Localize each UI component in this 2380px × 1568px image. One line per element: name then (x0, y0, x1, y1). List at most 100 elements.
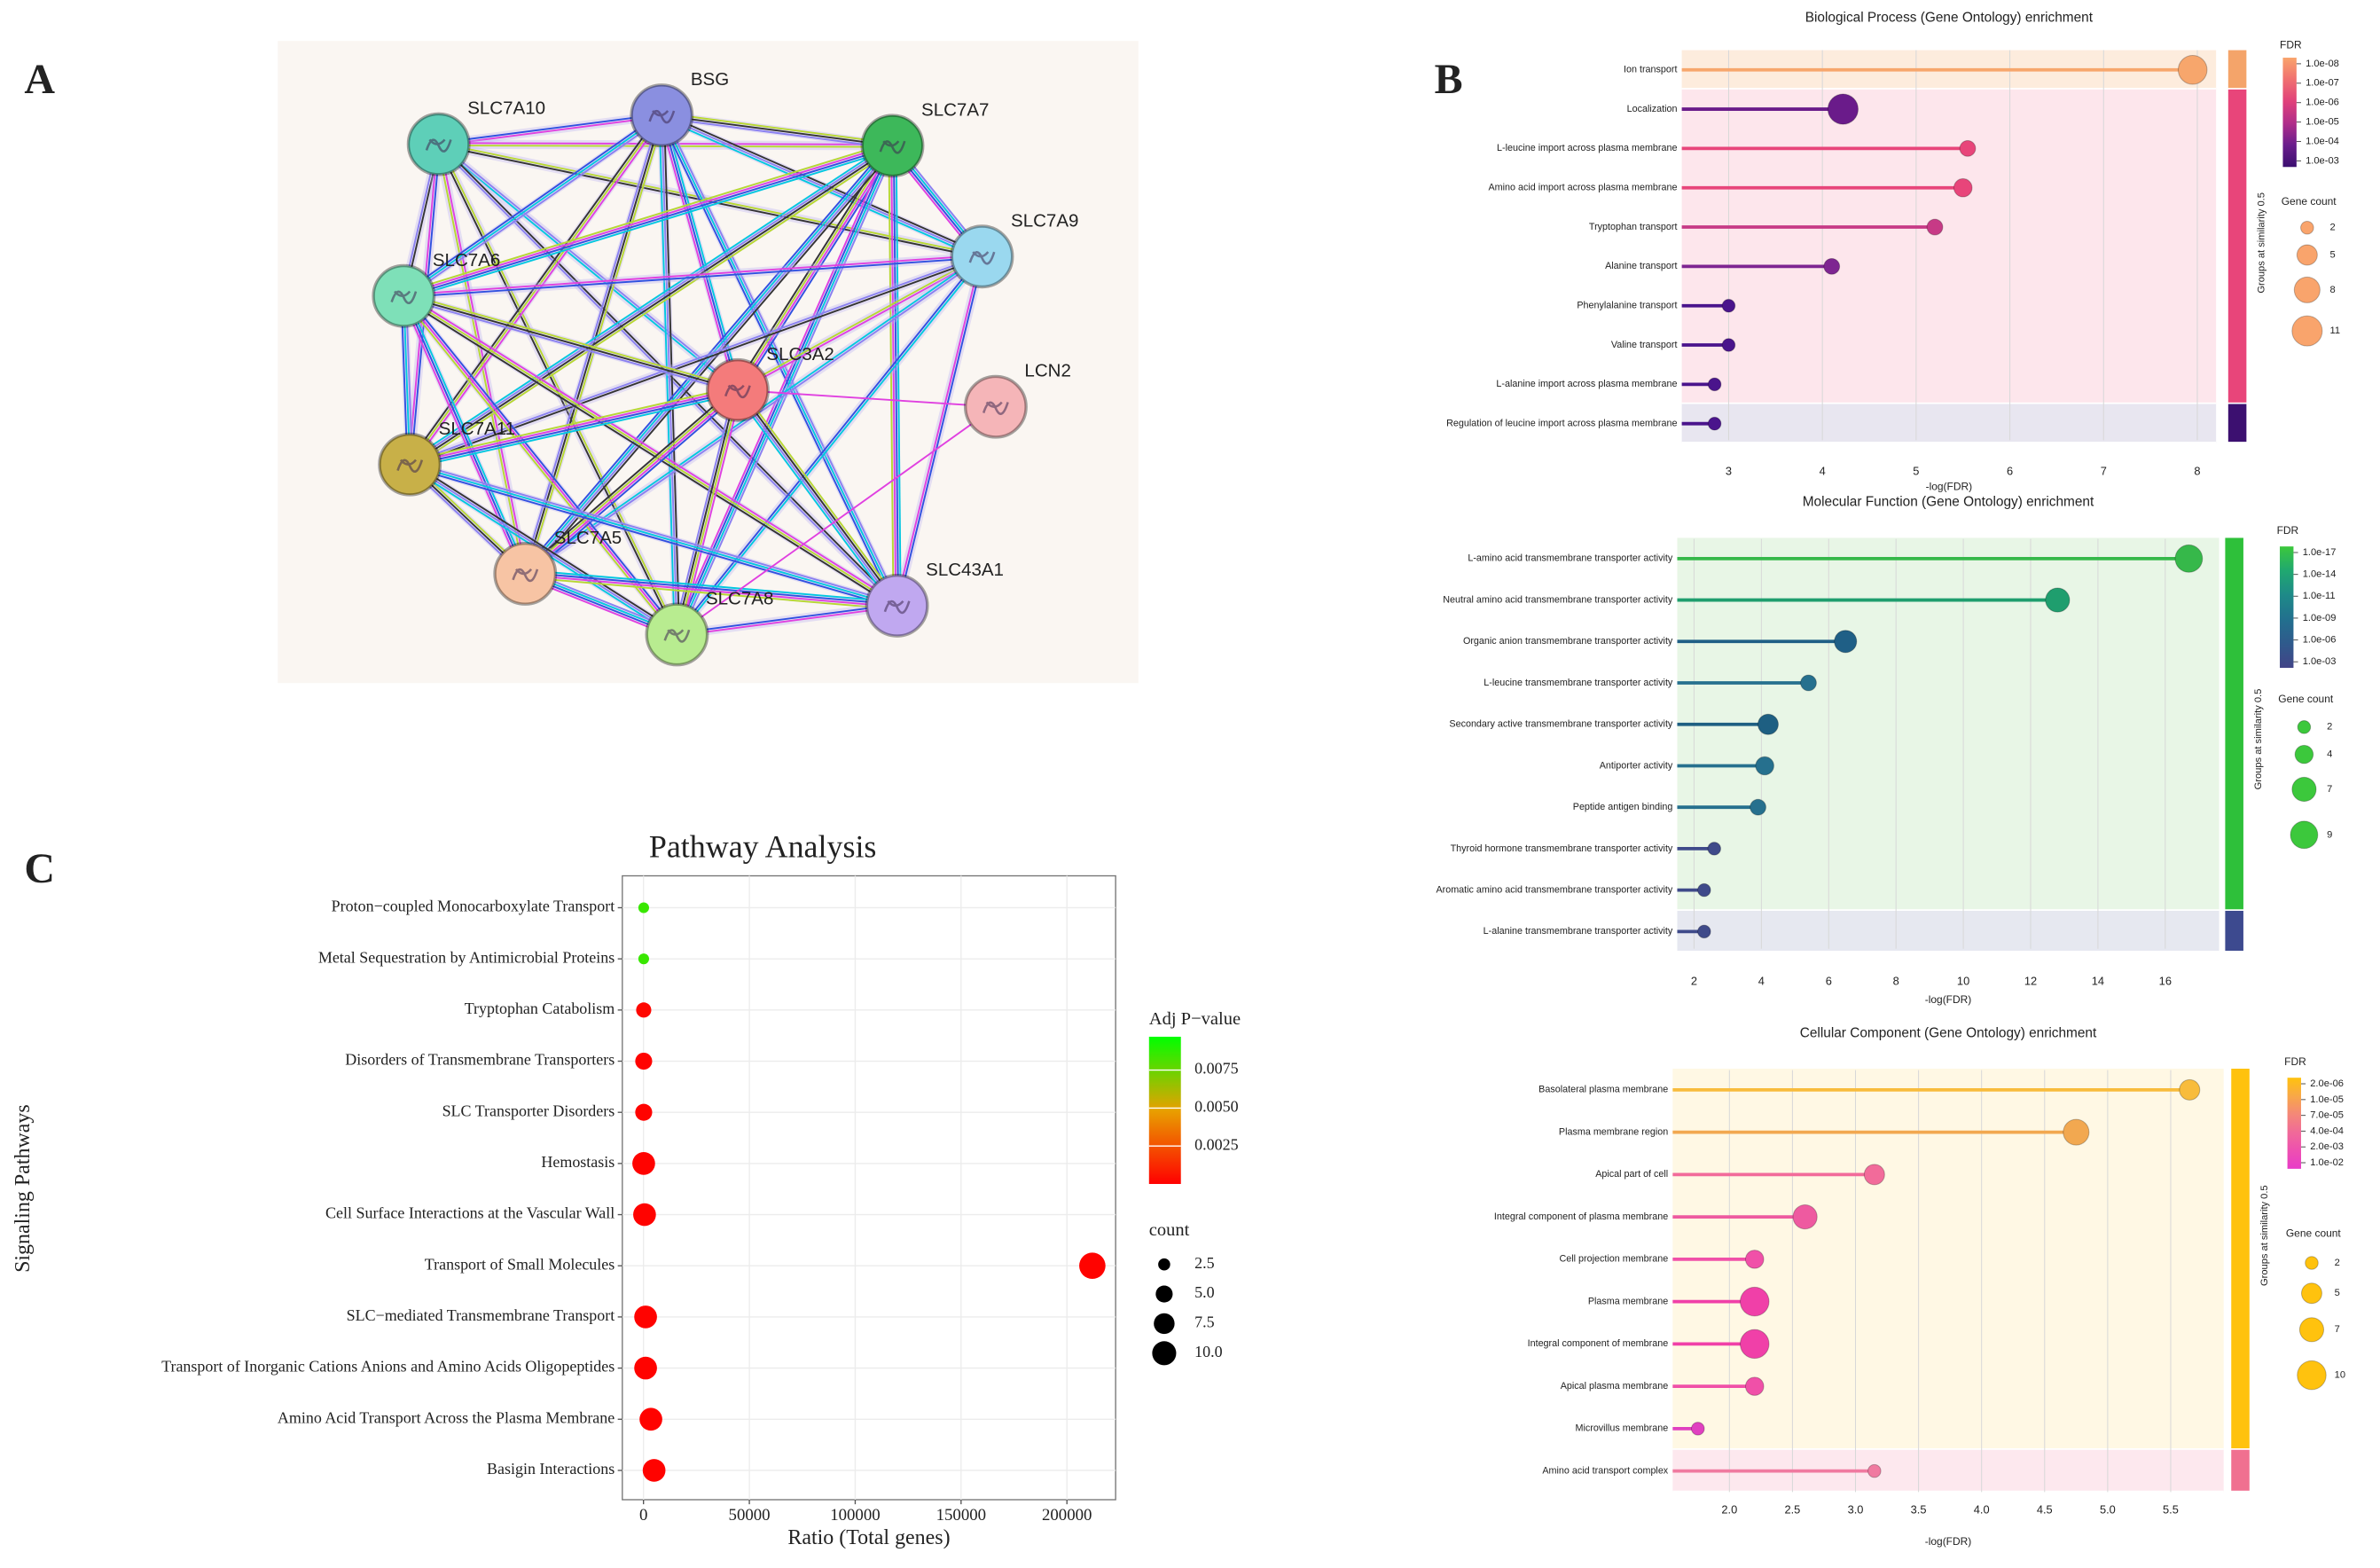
node-label: SLC3A2 (766, 344, 834, 365)
node-label: LCN2 (1024, 361, 1070, 381)
x-tick-label: 6 (2007, 465, 2013, 478)
category-label: Neutral amino acid transmembrane transpo… (1443, 594, 1673, 605)
edge (662, 112, 893, 145)
size-legend-label: 2 (2327, 722, 2332, 733)
x-tick-label: 100000 (830, 1506, 880, 1525)
group-band (1677, 910, 2220, 953)
category-label: Integral component of plasma membrane (1494, 1211, 1668, 1222)
dot (2177, 54, 2208, 85)
edge (661, 114, 739, 391)
category-label: Cell projection membrane (1560, 1254, 1669, 1265)
size-legend-label: 10.0 (1194, 1343, 1222, 1360)
node-structure (663, 629, 691, 643)
edge-halo (676, 600, 898, 639)
category-label: Apical part of cell (1595, 1169, 1668, 1180)
node-structure (425, 138, 452, 153)
edge (409, 255, 983, 465)
dot (2063, 1118, 2090, 1146)
category-label: Peptide antigen binding (1573, 802, 1673, 812)
node-label: BSG (691, 69, 729, 90)
size-legend-dot (2294, 744, 2314, 764)
node-label: SLC43A1 (926, 560, 1004, 580)
x-tick-label: 10 (1957, 975, 1969, 988)
dot (1926, 218, 1944, 236)
category-label: SLC Transporter Disorders (442, 1102, 615, 1119)
x-tick-label: 4 (1758, 975, 1765, 988)
category-label: Amino Acid Transport Across the Plasma M… (278, 1408, 615, 1426)
edge (411, 147, 896, 468)
category-label: Transport of Inorganic Cations Anions an… (161, 1358, 615, 1376)
size-legend-dot (2290, 820, 2319, 850)
x-tick-label: 5 (1913, 465, 1919, 478)
group-bar (2231, 1449, 2250, 1491)
edge (675, 389, 738, 635)
edge (737, 388, 996, 408)
legend-title: FDR (2277, 524, 2299, 537)
dot (638, 902, 649, 913)
edge (527, 392, 741, 577)
x-tick-label: 2.0 (1721, 1502, 1737, 1516)
colorbar-label: 1.0e-08 (2306, 59, 2339, 69)
category-label: Thyroid hormone transmembrane transporte… (1451, 843, 1673, 854)
edge (403, 145, 894, 298)
plot-area (622, 874, 1116, 1501)
edge-halo (521, 142, 896, 577)
dot (1740, 1286, 1770, 1317)
edge (438, 113, 662, 145)
x-tick-label: 16 (2159, 975, 2172, 988)
colorbar-label: 1.0e-11 (2303, 591, 2336, 601)
category-label: Tryptophan transport (1589, 222, 1678, 232)
dot (2045, 587, 2071, 613)
size-legend-label: 2 (2335, 1258, 2340, 1268)
x-tick-label: 6 (1826, 975, 1832, 988)
category-label: Amino acid import across plasma membrane (1488, 183, 1677, 193)
category-label: Phenylalanine transport (1577, 301, 1677, 311)
group-band (1681, 404, 2217, 443)
edge (676, 405, 997, 636)
color-legend-title: Adj P−value (1149, 1009, 1241, 1029)
edge (525, 145, 895, 576)
chart-title: Cellular Component (Gene Ontology) enric… (1800, 1026, 2097, 1041)
edge (895, 145, 902, 606)
edge (527, 147, 896, 577)
edge (740, 387, 901, 605)
dot (1744, 1376, 1765, 1396)
dot (635, 1052, 653, 1070)
edge (403, 144, 893, 296)
edge (525, 390, 740, 576)
size-legend-title: Gene count (2286, 1227, 2342, 1240)
x-tick-label: 2.5 (1784, 1502, 1800, 1516)
edge (407, 142, 891, 463)
chart-title: Molecular Function (Gene Ontology) enric… (1803, 495, 2094, 510)
edge (403, 297, 738, 394)
edge (436, 144, 525, 575)
colorbar-label: 1.0e-03 (2303, 656, 2337, 667)
colorbar-label: 1.0e-04 (2306, 136, 2339, 146)
dot (639, 1407, 662, 1431)
dot (638, 953, 649, 965)
dot (1757, 713, 1779, 735)
node-structure (724, 384, 751, 399)
edge (525, 574, 897, 608)
chart-title: Pathway Analysis (649, 829, 877, 865)
node-structure (390, 290, 418, 304)
category-label: Antiporter activity (1600, 760, 1673, 771)
category-label: L-leucine import across plasma membrane (1497, 143, 1677, 153)
node-label: SLC7A10 (467, 98, 545, 119)
group-bar (2231, 1068, 2250, 1449)
category-label: Hemostasis (541, 1153, 615, 1171)
edge (410, 461, 898, 605)
x-tick-label: 14 (2092, 975, 2104, 988)
dot (1792, 1204, 1818, 1230)
edge (402, 297, 896, 609)
dot (1953, 177, 1973, 198)
dot (1800, 674, 1817, 692)
category-label: Alanine transport (1605, 261, 1677, 271)
size-legend-dot (2305, 1256, 2319, 1270)
dot (1721, 338, 1736, 352)
dot (633, 1203, 656, 1227)
category-label: Proton−coupled Monocarboxylate Transport (332, 898, 615, 915)
edge (524, 576, 897, 610)
size-legend-label: 5 (2330, 249, 2336, 260)
edge (672, 388, 735, 634)
